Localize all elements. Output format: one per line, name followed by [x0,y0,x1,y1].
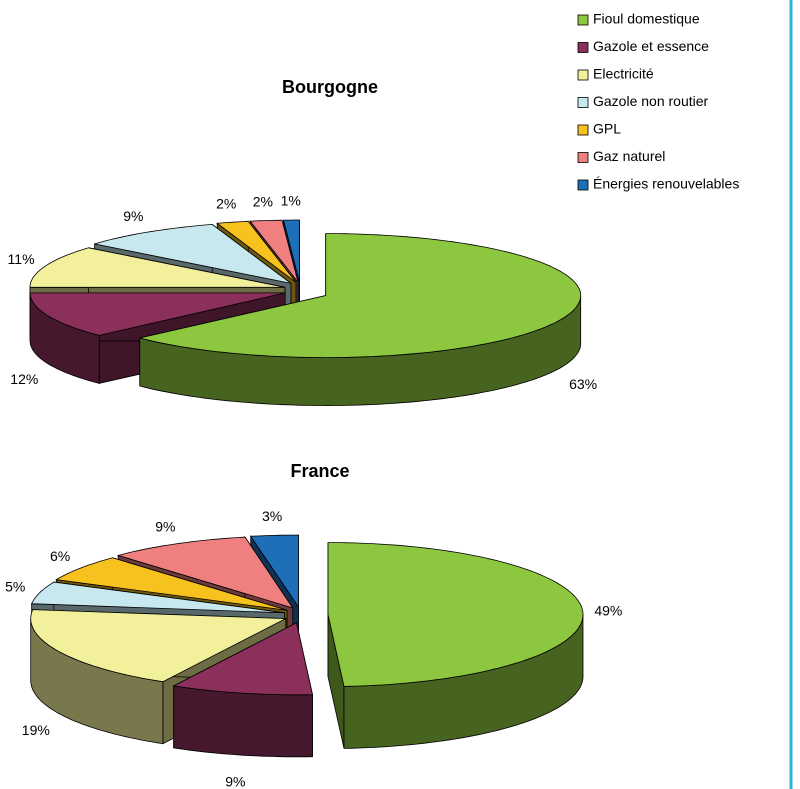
legend-label: Énergies renouvelables [593,176,739,192]
data-label: 5% [5,578,25,594]
slice-top [116,536,294,609]
legend-label: GPL [593,121,621,137]
legend-swatch [577,152,589,163]
slice-top [29,292,286,336]
legend-label: Electricité [593,66,654,82]
slice-top [94,223,292,284]
data-label: 19% [22,722,50,738]
data-label: 9% [123,208,143,224]
slice-top [216,220,297,283]
legend-label: Gazole non routier [593,93,709,109]
slice-top [30,609,288,683]
data-label: 3% [262,508,282,524]
legend-swatch [577,42,589,53]
slice-top [30,581,285,614]
chart-title: France [290,461,349,481]
slice-top [249,534,299,609]
legend-swatch [577,179,589,191]
pie [29,219,582,407]
slice [327,542,584,749]
data-label: 11% [8,251,35,267]
slice-top [29,247,285,288]
slice-top [249,219,299,283]
legend-label: Fioul domestique [593,11,700,27]
data-label: 2% [216,195,236,211]
legend-label: Gaz naturel [593,148,665,164]
legend-swatch [577,14,589,26]
legend-swatch [577,69,589,81]
legend-swatch [577,97,589,108]
slice-top [327,542,584,687]
data-label: 63% [569,376,597,392]
slice-top [282,219,300,283]
slice-top [139,233,582,359]
data-label: 9% [155,518,175,534]
data-label: 1% [281,193,301,209]
legend-swatch [577,124,589,136]
data-label: 2% [253,193,273,209]
legend-label: Gazole et essence [593,38,709,54]
slice-top [55,557,288,611]
slice [172,622,313,758]
data-label: 9% [225,773,245,789]
slice [139,233,582,407]
data-label: 6% [50,548,70,564]
slice-side [173,685,313,758]
slice-top [172,622,313,696]
chart-title: Bourgogne [282,77,378,97]
data-label: 49% [594,602,622,618]
data-label: 12% [10,371,38,387]
pie [30,534,584,758]
